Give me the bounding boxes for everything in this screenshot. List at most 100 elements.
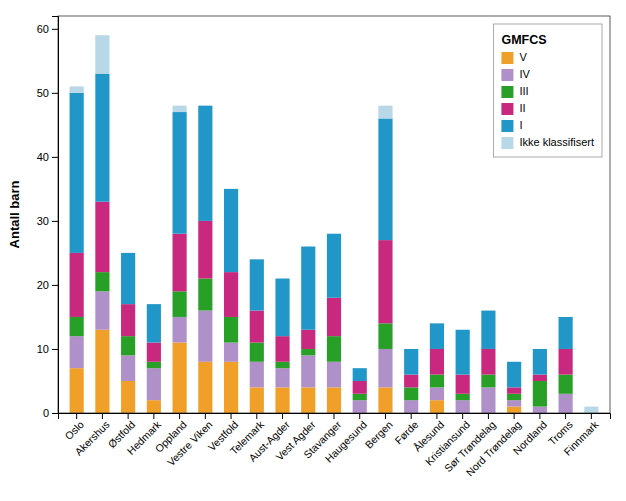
bar [327, 362, 341, 388]
bar [378, 349, 392, 387]
bar [456, 329, 470, 330]
y-tick-label: 20 [37, 279, 49, 291]
series [70, 330, 522, 413]
bar [507, 361, 521, 362]
y-tick-mark [52, 413, 58, 414]
y-tick: 20 [37, 279, 58, 291]
y-tick-mark [52, 349, 58, 350]
bar [327, 387, 341, 413]
bar [301, 246, 315, 247]
bar [147, 400, 161, 413]
bar [301, 349, 315, 355]
bar [301, 330, 315, 349]
x-tick: Nordland [511, 413, 550, 457]
y-tick-label: 0 [43, 407, 49, 419]
y-tick-mark [52, 285, 58, 286]
bar [121, 336, 135, 355]
legend-label: III [519, 85, 528, 97]
bar [507, 387, 521, 393]
legend-swatch [501, 86, 513, 98]
bar [70, 368, 84, 413]
bar [250, 362, 264, 388]
bar [275, 368, 289, 387]
bar [430, 323, 444, 349]
bar [198, 221, 212, 279]
y-tick-mark [52, 93, 58, 94]
bar [275, 279, 289, 337]
bar [301, 247, 315, 330]
bar [481, 375, 495, 388]
chart: 0102030405060OsloAkershusØstfoldHedmarkO… [0, 0, 626, 501]
series [70, 202, 573, 394]
legend-swatch [501, 103, 513, 115]
legend-entry: Ikke klassifisert [501, 136, 594, 149]
bar [173, 106, 187, 112]
plot-frame [58, 16, 610, 413]
bar [404, 375, 418, 388]
bar [404, 387, 418, 400]
series [70, 272, 573, 406]
bar [224, 343, 238, 362]
bar [507, 400, 521, 406]
bar [353, 368, 367, 369]
bar [507, 362, 521, 388]
y-tick-label: 10 [37, 343, 49, 355]
bar [147, 362, 161, 368]
bar [481, 310, 495, 311]
x-tick-label: Nordland [511, 418, 550, 457]
bar [378, 106, 392, 119]
plot: 0102030405060OsloAkershusØstfoldHedmarkO… [37, 16, 611, 478]
bar [559, 375, 573, 394]
legend-entry: IV [501, 68, 530, 81]
legend-frame [493, 24, 602, 157]
bar [404, 400, 418, 413]
bar [147, 304, 161, 342]
bar [198, 105, 212, 106]
bar [147, 304, 161, 305]
bar [147, 368, 161, 400]
bar [456, 400, 470, 413]
series [70, 291, 573, 413]
bar [70, 93, 84, 253]
x-tick: Finnmark [561, 413, 601, 458]
y-tick: 60 [37, 23, 58, 35]
x-tick: Haugesund [323, 413, 370, 465]
legend-title: GMFCS [501, 33, 546, 47]
legend-entry: I [501, 119, 522, 132]
bar [95, 291, 109, 329]
bar [378, 118, 392, 240]
bar [275, 387, 289, 413]
bar [559, 349, 573, 375]
bar [95, 202, 109, 272]
bar [250, 343, 264, 362]
y-tick-mark [52, 29, 58, 30]
legend-swatch [501, 69, 513, 81]
legend-label: V [519, 51, 527, 63]
legend-label: IV [519, 68, 530, 80]
bar [533, 348, 547, 349]
x-tick: Vestre Viken [165, 413, 215, 468]
y-tick-label: 30 [37, 215, 49, 227]
x-tick-label: Akershus [72, 418, 111, 457]
bar [121, 252, 135, 253]
bar [327, 298, 341, 336]
bar [121, 304, 135, 336]
legend: GMFCSVIVIIIIIIIkke klassifisert [493, 24, 602, 157]
bar [275, 278, 289, 279]
y-tick-label: 50 [37, 87, 49, 99]
bar [250, 311, 264, 343]
bar [327, 233, 341, 234]
bar [198, 279, 212, 311]
bar [456, 394, 470, 400]
bar [430, 387, 444, 400]
series [70, 35, 599, 413]
bar [533, 381, 547, 407]
bar [121, 253, 135, 304]
bar [70, 253, 84, 317]
y-tick: 30 [37, 215, 58, 227]
bar [224, 189, 238, 272]
y-tick-label: 60 [37, 23, 49, 35]
legend-label: I [519, 119, 522, 131]
y-axis-title: Antall barn [7, 180, 22, 248]
bar [121, 355, 135, 381]
